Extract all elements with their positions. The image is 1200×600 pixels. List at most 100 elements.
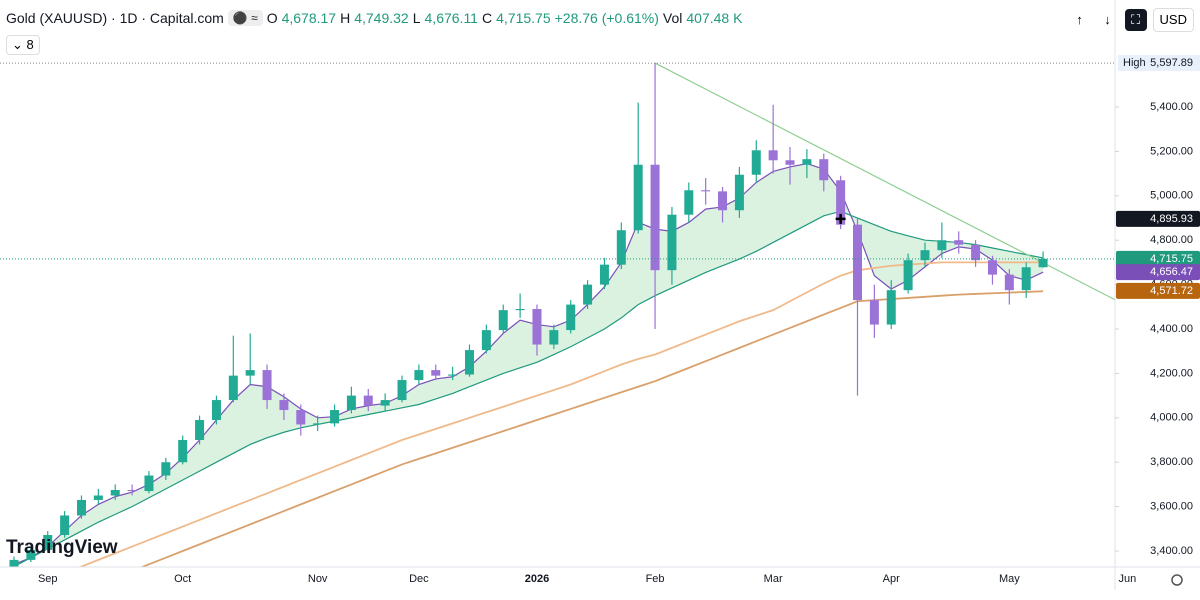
candle-body [819, 159, 829, 181]
candle-body [515, 309, 525, 311]
candle-body [296, 410, 306, 425]
candle-body [549, 330, 559, 345]
fit-button[interactable]: ⛶ [1124, 9, 1147, 31]
candle-body [144, 475, 154, 492]
candle-body [768, 150, 778, 161]
y-tick-label: 5,400.00 [1150, 101, 1193, 113]
x-tick-label: Jun [1119, 573, 1137, 585]
y-tick-label: 5,000.00 [1150, 190, 1193, 202]
price-label: 4,715.75 [1150, 253, 1193, 265]
change: +28.76 (+0.61%) [554, 10, 659, 26]
candle-body [262, 370, 272, 401]
candle-body [903, 260, 913, 291]
candle-body [228, 375, 238, 401]
vol-value: 407.48 K [686, 10, 743, 26]
candle-body [363, 395, 373, 406]
candle-body [1004, 274, 1014, 291]
ohlc-key: L [412, 10, 421, 26]
y-tick-label: 4,800.00 [1150, 234, 1193, 246]
candle-body [616, 230, 626, 265]
candle-body [583, 284, 593, 305]
high-label-value: 5,597.89 [1150, 57, 1193, 69]
candle-body [869, 300, 879, 325]
price-label-bg [1116, 264, 1200, 281]
symbol[interactable]: Gold (XAUUSD) · 1D · Capital.com [6, 10, 224, 26]
ohlc-value: 4,749.32 [354, 10, 409, 26]
candle-body [279, 400, 289, 411]
candle-body [93, 495, 103, 500]
candle-body [414, 370, 424, 381]
ohlc-value: 4,678.17 [281, 10, 337, 26]
ohlc-value: 4,676.11 [424, 10, 478, 26]
y-tick-label: 4,400.00 [1150, 323, 1193, 335]
down-button[interactable]: ↓ [1104, 12, 1111, 27]
ma-line [77, 261, 1044, 567]
candle-body [43, 535, 53, 550]
x-tick-label: Dec [409, 573, 429, 585]
indicators-toggle[interactable]: ⌄ 8 [6, 35, 40, 55]
currency-button[interactable]: USD [1152, 8, 1194, 32]
candle-body [1021, 267, 1031, 291]
candle-body [178, 440, 188, 463]
candle-body [380, 400, 390, 406]
crosshair [835, 213, 846, 224]
candle-body [330, 410, 340, 424]
candle-body [987, 260, 997, 275]
candle-body [836, 180, 846, 225]
candle-body [431, 370, 441, 376]
candle-body [599, 264, 609, 285]
ohlc-key: C [481, 10, 493, 26]
x-tick-label: Oct [174, 573, 191, 585]
settings-icon [1171, 574, 1183, 586]
y-tick-label: 3,600.00 [1150, 501, 1193, 513]
y-tick-label: 3,400.00 [1150, 545, 1193, 557]
candle-body [667, 214, 677, 271]
logo: TradingView [6, 537, 118, 559]
candle-body [650, 164, 660, 271]
up-button[interactable]: ↑ [1076, 12, 1083, 27]
candle-body [313, 423, 323, 425]
ohlc-key: H [340, 10, 351, 26]
plot [9, 62, 1115, 567]
candle-body [920, 250, 930, 261]
x-tick-label: Nov [308, 573, 328, 585]
price-label: 4,656.47 [1150, 266, 1193, 278]
y-tick-label: 3,800.00 [1150, 456, 1193, 468]
candle-body [734, 174, 744, 211]
candle-body [464, 350, 474, 375]
candle-body [346, 395, 356, 411]
candle-body [481, 330, 491, 351]
y-tick-label: 4,000.00 [1150, 412, 1193, 424]
logo-text: TradingView [6, 537, 118, 558]
candle-body [1038, 258, 1048, 268]
x-tick-label: Mar [764, 573, 783, 585]
trendline [654, 62, 1115, 301]
candle-body [886, 290, 896, 325]
candle-body [532, 309, 542, 345]
ma-line [13, 210, 1044, 567]
ohlc-value: 4,715.75 [496, 10, 551, 26]
visibility-toggle[interactable]: ⚫ ≈ [227, 10, 263, 26]
price-label-bg [1116, 210, 1200, 227]
candle-body [684, 190, 694, 215]
price-label: 4,895.93 [1150, 213, 1193, 225]
candle-body [802, 159, 812, 165]
high-label-name: High [1123, 57, 1146, 69]
candle-body [937, 240, 947, 251]
candle-body [498, 310, 508, 331]
candle-body [718, 191, 728, 211]
toolbar: ↑ ↓ ⛶ USD [1069, 8, 1194, 32]
x-tick-label: 2026 [525, 573, 549, 585]
candle-body [76, 499, 86, 516]
price-label: 4,571.72 [1150, 285, 1193, 297]
candle-body [853, 224, 862, 301]
candle-body [161, 462, 171, 476]
candle-body [971, 244, 981, 261]
x-tick-label: Apr [883, 573, 900, 585]
indicator-count: 8 [26, 37, 34, 52]
x-tick-label: Feb [646, 573, 665, 585]
candle-body [785, 160, 795, 165]
price-label-bg [1116, 282, 1200, 299]
